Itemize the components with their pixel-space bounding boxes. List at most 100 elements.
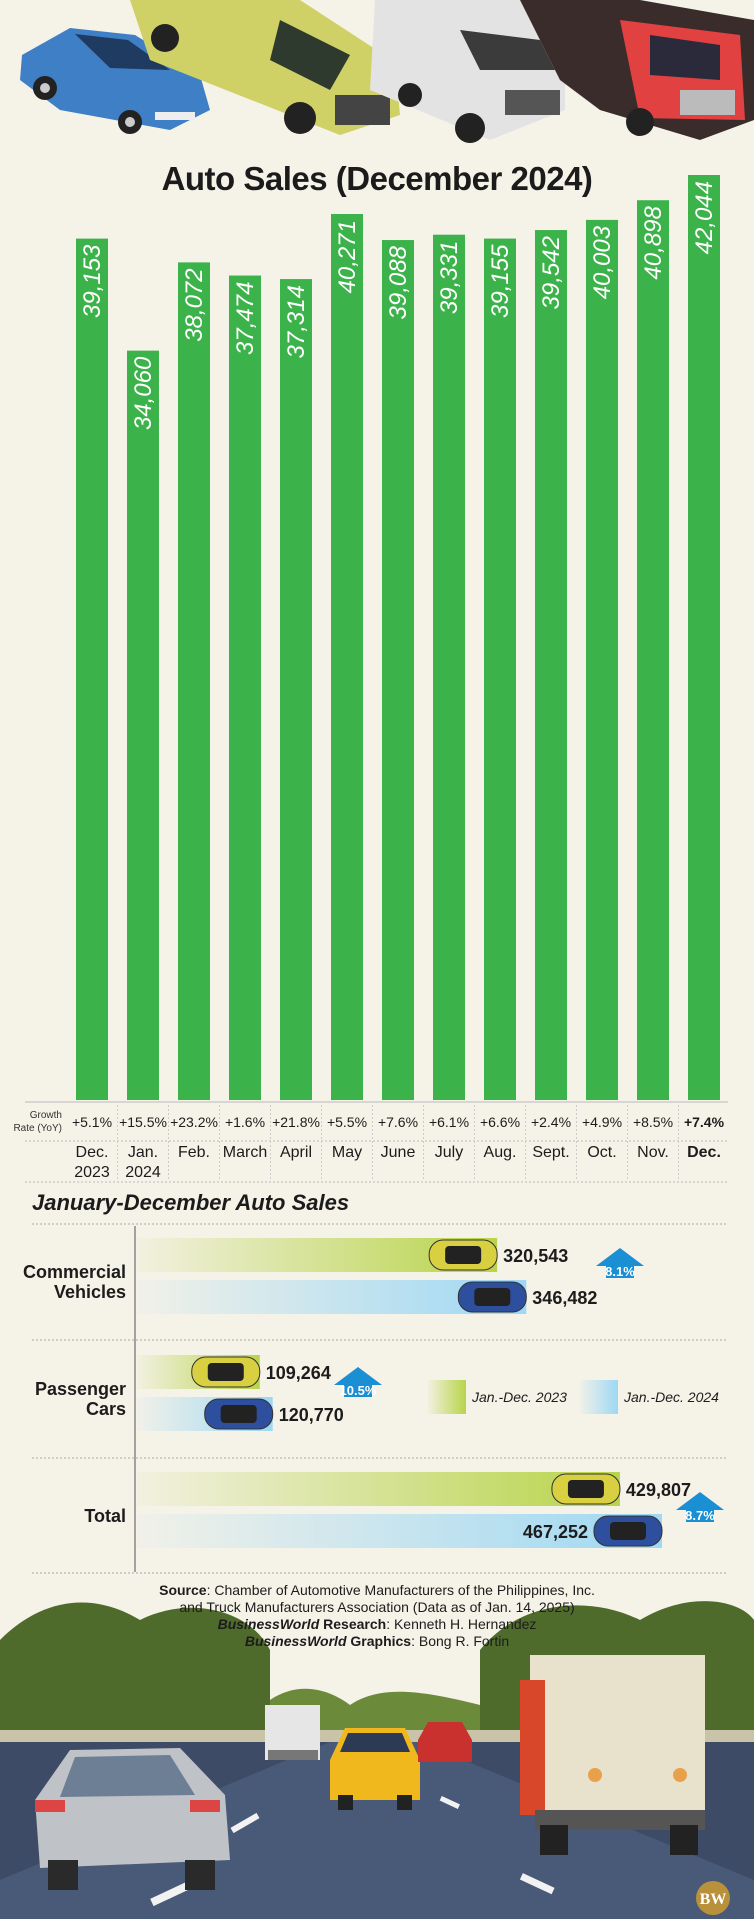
bar-value-label-0: 39,153 [79,244,106,318]
graphics-label: Graphics [346,1633,412,1649]
logo-text: BW [700,1891,727,1908]
car-roof-icon-0-0 [445,1246,482,1264]
car-roof-icon-2-0 [567,1480,604,1498]
top-vehicles-image [20,0,754,143]
bar-3 [229,275,261,1101]
legend-swatch-0 [428,1380,466,1414]
month-label-7: July [435,1144,463,1161]
month-label-3: March [223,1144,267,1161]
bar-0 [76,238,108,1101]
annual-bar-2-1 [137,1514,662,1548]
legend-label-0: Jan.-Dec. 2023 [471,1389,567,1405]
table-grid [25,1101,728,1183]
growth-rate-12: +7.4% [684,1114,725,1130]
road-scene-image [0,1601,754,1919]
graphics-name: : Bong R. Fortin [411,1633,510,1649]
bw-logo: BW [696,1881,730,1915]
bar-10 [586,219,618,1100]
bar-value-label-2: 38,072 [181,268,208,341]
month-year-label-0: 2023 [74,1164,110,1181]
month-label-9: Sept. [532,1144,569,1161]
annual-category-label-2-0: Total [84,1506,126,1526]
month-year-label-1: 2024 [125,1164,161,1181]
month-label-6: June [381,1144,416,1161]
bar-value-label-4: 37,314 [283,285,310,358]
bar-7 [433,234,465,1101]
growth-rate-1: +15.5% [119,1114,167,1130]
bar-value-label-12: 42,044 [691,181,718,254]
growth-rate-3: +1.6% [225,1114,265,1130]
annual-value-label-1-1: 120,770 [279,1405,344,1425]
growth-rate-4: +21.8% [272,1114,320,1130]
car-roof-icon-0-1 [474,1288,511,1306]
chart-title: Auto Sales (December 2024) [161,160,593,197]
car-roof-icon-2-1 [610,1522,646,1540]
graphics-credit: BusinessWorld Graphics: Bong R. Fortin [0,1633,754,1650]
bar-9 [535,230,567,1100]
growth-rate-5: +5.5% [327,1114,367,1130]
bar-value-label-11: 40,898 [640,206,667,280]
annual-value-label-1-0: 109,264 [266,1363,331,1383]
growth-rate-8: +6.6% [480,1114,520,1130]
bars-layer: 39,153 34,060 38,072 37,474 37,314 40,271 39,0… [76,175,720,1101]
bar-value-label-1: 34,060 [130,356,157,430]
credits-block: Source: Chamber of Automotive Manufactur… [0,1582,754,1650]
annual-section-title: January-December Auto Sales [32,1190,350,1215]
month-label-1: Jan. [128,1144,158,1161]
growth-arrow-icon-0 [596,1248,644,1278]
bar-8 [484,238,516,1101]
bar-value-label-6: 39,088 [385,245,412,319]
annual-value-label-2-0: 429,807 [626,1480,691,1500]
research-label: Research [319,1616,387,1632]
annual-growth-label-0: 8.1% [605,1264,635,1279]
bar-12 [688,175,720,1100]
month-label-10: Oct. [587,1144,616,1161]
growth-rate-10: +4.9% [582,1114,622,1130]
bar-value-label-10: 40,003 [589,225,616,299]
bar-11 [637,200,669,1100]
graphics-brand: BusinessWorld [244,1633,347,1649]
month-label-0: Dec. [76,1144,109,1161]
growth-header-line-2: Rate (YoY) [13,1123,62,1134]
bar-value-label-7: 39,331 [436,241,463,314]
growth-rate-0: +5.1% [72,1114,112,1130]
bar-value-label-9: 39,542 [538,236,565,309]
bar-2 [178,262,210,1100]
annual-value-label-0-1: 346,482 [532,1288,597,1308]
month-label-4: April [280,1144,312,1161]
annual-category-label-1-1: Cars [86,1399,126,1419]
bar-value-label-8: 39,155 [487,244,514,318]
growth-rate-7: +6.1% [429,1114,469,1130]
annual-category-label-0-0: Commercial [23,1262,126,1282]
source-label: Source [159,1582,207,1598]
growth-rate-2: +23.2% [170,1114,218,1130]
annual-value-label-2-1: 467,252 [523,1522,588,1542]
annual-category-label-1-0: Passenger [35,1379,126,1399]
annual-growth-label-2: 8.7% [685,1508,715,1523]
bar-4 [280,279,312,1100]
source-line-2: and Truck Manufacturers Association (Dat… [179,1599,575,1615]
legend-swatch-1 [580,1380,618,1414]
source-text: : Chamber of Automotive Manufacturers of… [206,1582,595,1598]
growth-rate-9: +2.4% [531,1114,571,1130]
source-line-1: Source: Chamber of Automotive Manufactur… [0,1582,754,1599]
growth-arrow-icon-1 [334,1367,382,1397]
growth-rate-11: +8.5% [633,1114,673,1130]
month-label-11: Nov. [637,1144,669,1161]
car-roof-icon-1-0 [207,1363,244,1381]
growth-arrow-icon-2 [676,1492,724,1522]
growth-row: Growth Rate (YoY) +5.1% +15.5% +23.2% +1.6% +2… [13,1110,724,1134]
bar-6 [382,240,414,1101]
bar-value-label-5: 40,271 [334,220,361,293]
growth-rate-6: +7.6% [378,1114,418,1130]
annual-growth-label-1: 10.5% [340,1383,377,1398]
annual-category-label-0-1: Vehicles [54,1282,126,1302]
annual-value-label-0-0: 320,543 [503,1246,568,1266]
bar-1 [127,350,159,1101]
research-name: : Kenneth H. Hernandez [386,1616,537,1632]
month-label-5: May [332,1144,362,1161]
